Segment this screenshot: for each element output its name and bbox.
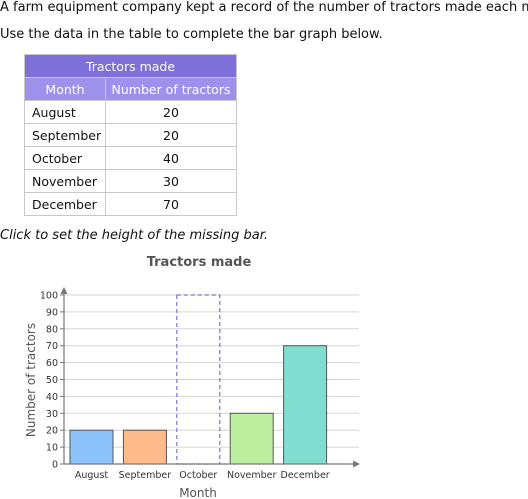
table-cell-count: 20 xyxy=(105,100,237,124)
y-axis-arrow-icon xyxy=(60,287,68,294)
x-axis-label: Month xyxy=(179,486,217,499)
y-tick-label: 70 xyxy=(46,341,58,352)
y-tick-label: 80 xyxy=(46,324,58,335)
x-axis-arrow-icon xyxy=(353,460,360,468)
table-cell-month: November xyxy=(24,169,106,193)
table-cell-count: 20 xyxy=(105,123,237,147)
bar-december xyxy=(283,345,328,465)
y-axis-label: Number of tractors xyxy=(24,323,38,437)
table-row: November 30 xyxy=(24,169,237,193)
y-tick-label: 0 xyxy=(52,460,58,471)
chart-title: Tractors made xyxy=(147,255,252,270)
y-tick-label: 90 xyxy=(46,307,58,318)
y-axis-ticks: 0 10 20 30 40 50 60 70 80 90 100 xyxy=(40,291,64,471)
x-tick-label: December xyxy=(280,470,329,481)
question-intro: A farm equipment company kept a record o… xyxy=(0,0,528,15)
table-row: August 20 xyxy=(24,100,237,124)
x-tick-label: October xyxy=(179,470,217,481)
bars[interactable] xyxy=(69,294,328,465)
table-cell-month: September xyxy=(24,123,106,147)
bar-chart[interactable]: Tractors made 0 10 20 30 40 50 60 70 80 90 100 Aug… xyxy=(0,250,528,499)
table-cell-month: December xyxy=(24,192,106,216)
table-row: October 40 xyxy=(24,146,237,170)
y-tick-label: 100 xyxy=(40,291,58,302)
y-tick-label: 50 xyxy=(46,375,58,386)
bar-september xyxy=(122,429,167,465)
table-cell-count: 70 xyxy=(105,192,237,216)
x-axis-ticks: August September October November December xyxy=(75,470,330,481)
bar-august xyxy=(69,429,114,465)
table-cell-count: 40 xyxy=(105,146,237,170)
y-tick-label: 60 xyxy=(46,358,58,369)
y-tick-label: 20 xyxy=(46,426,58,437)
table-caption: Tractors made xyxy=(24,54,237,78)
x-tick-label: November xyxy=(227,470,277,481)
y-tick-label: 10 xyxy=(46,443,58,454)
question-instruction: Use the data in the table to complete th… xyxy=(0,27,383,42)
table-cell-month: October xyxy=(24,146,106,170)
table-header-month: Month xyxy=(24,77,106,101)
bar-november xyxy=(229,412,274,465)
click-instruction: Click to set the height of the missing b… xyxy=(0,228,269,243)
table-cell-count: 30 xyxy=(105,169,237,193)
data-table: Tractors made Month Number of tractors A… xyxy=(24,54,237,216)
table-row: December 70 xyxy=(24,192,237,216)
y-tick-label: 30 xyxy=(46,409,58,420)
x-tick-label: September xyxy=(119,470,172,481)
table-cell-month: August xyxy=(24,100,106,124)
table-row: September 20 xyxy=(24,123,237,147)
table-header-count: Number of tractors xyxy=(105,77,237,101)
y-tick-label: 40 xyxy=(46,392,58,403)
x-tick-label: August xyxy=(75,470,109,481)
axes xyxy=(60,287,360,468)
